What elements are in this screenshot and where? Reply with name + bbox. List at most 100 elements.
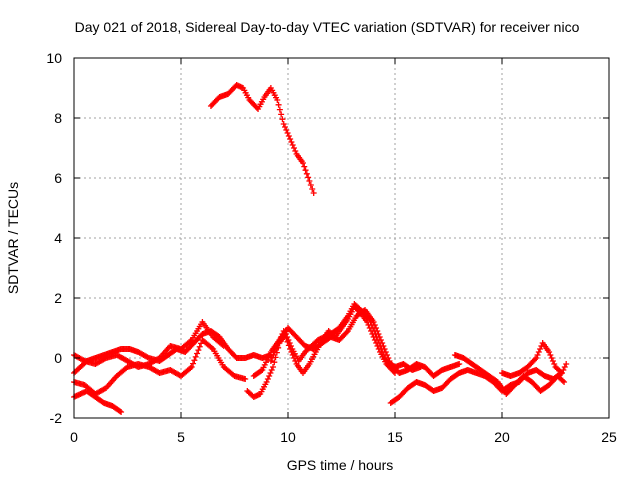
data-point [374, 343, 381, 349]
data-point [264, 376, 271, 382]
data-point [220, 343, 227, 349]
data-point [196, 343, 203, 350]
data-point [278, 334, 285, 340]
data-point [364, 319, 371, 325]
y-tick-label: 10 [46, 50, 62, 66]
axis-ticks: 0 5 10 15 20 25 -2 0 2 4 6 8 10 [46, 50, 617, 445]
series-arc-8 [267, 304, 398, 376]
data-point [287, 136, 294, 142]
data-point [365, 322, 372, 328]
data-point [219, 341, 226, 348]
data-point [283, 335, 290, 342]
data-point [288, 349, 295, 355]
data-point [534, 352, 541, 358]
y-tick-label: 0 [54, 350, 62, 366]
data-point [274, 343, 281, 349]
y-axis-label: SDTVAR / TECUs [5, 182, 21, 294]
data-point [269, 355, 276, 361]
data-point [194, 350, 201, 357]
data-point [275, 340, 282, 346]
data-point [373, 325, 380, 331]
data-point [195, 347, 202, 354]
data-point [116, 408, 123, 415]
data-point [533, 355, 540, 361]
data-point [267, 370, 274, 376]
data-point [270, 364, 277, 370]
data-point [379, 340, 386, 346]
data-point [144, 354, 151, 361]
data-point [301, 163, 308, 170]
data-point [369, 331, 376, 337]
data-point [284, 338, 291, 345]
series-arc-5 [207, 82, 317, 196]
data-point [549, 358, 556, 364]
data-point [309, 186, 316, 192]
data-point [187, 338, 194, 345]
series-arc-7 [250, 307, 463, 379]
data-point [384, 352, 391, 358]
data-point [290, 145, 297, 151]
data-point [307, 182, 314, 188]
data-point [561, 364, 568, 370]
data-point [292, 358, 299, 364]
data-point [366, 325, 373, 331]
data-point [306, 178, 313, 184]
data-point [343, 329, 350, 336]
series-arc-4 [71, 319, 227, 370]
data-point [547, 352, 554, 358]
data-point [532, 356, 539, 363]
y-tick-label: 4 [54, 230, 62, 246]
data-point [242, 376, 249, 382]
data-point [190, 360, 197, 367]
data-point [375, 331, 382, 337]
data-point [273, 346, 280, 352]
data-point [208, 344, 215, 351]
data-point [390, 368, 397, 375]
y-tick-label: 6 [54, 170, 62, 186]
data-point [266, 373, 273, 379]
data-point [282, 331, 289, 338]
data-point [376, 334, 383, 340]
data-point [303, 170, 310, 177]
series-arc-10 [451, 352, 568, 397]
data-point [561, 379, 568, 385]
data-point [276, 337, 283, 343]
data-point [280, 328, 287, 334]
data-point [283, 127, 290, 133]
data-point [380, 343, 387, 349]
data-point [101, 355, 108, 362]
data-point [270, 352, 277, 358]
data-point [278, 111, 285, 118]
x-tick-label: 10 [280, 429, 296, 445]
data-point [290, 355, 297, 361]
data-point [310, 190, 317, 196]
chart-title: Day 021 of 2018, Sidereal Day-to-day VTE… [75, 19, 580, 35]
data-point [284, 130, 291, 136]
data-point [118, 409, 125, 415]
y-tick-label: 2 [54, 290, 62, 306]
data-point [537, 346, 544, 352]
x-tick-label: 15 [387, 429, 403, 445]
x-tick-label: 20 [494, 429, 510, 445]
data-point [285, 342, 292, 349]
data-point [263, 379, 270, 385]
series-arc-11 [499, 340, 570, 379]
data-point [371, 322, 378, 328]
data-point [274, 97, 281, 103]
data-point [381, 346, 388, 352]
data-point [548, 355, 555, 361]
data-point [268, 367, 275, 373]
data-point [559, 377, 566, 384]
data-point [374, 328, 381, 334]
data-point [563, 361, 570, 367]
data-point [275, 101, 282, 108]
data-point [370, 334, 377, 340]
data-point [280, 121, 287, 127]
data-point [373, 340, 380, 346]
data-point [546, 349, 553, 355]
data-point [276, 106, 283, 113]
data-point [551, 361, 558, 367]
grid-lines [74, 58, 609, 418]
data-point [375, 346, 382, 352]
data-point [271, 359, 278, 366]
